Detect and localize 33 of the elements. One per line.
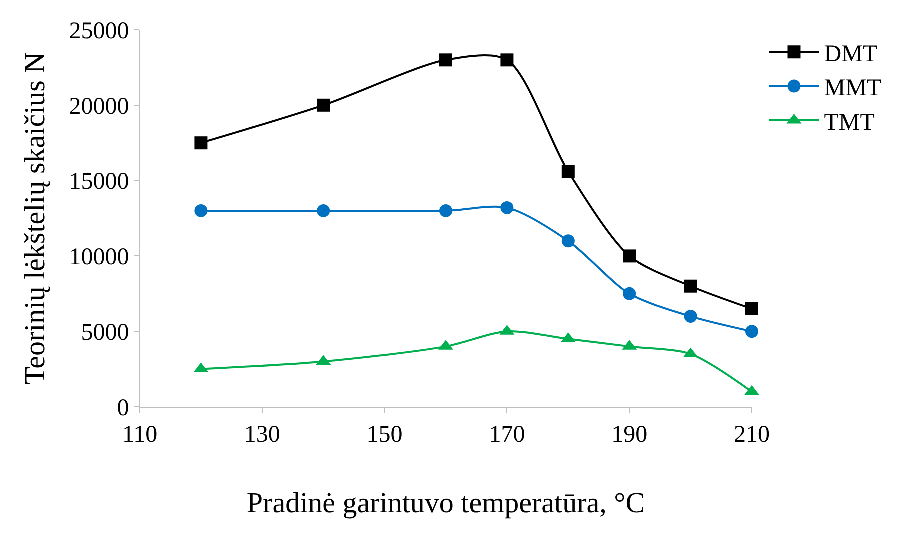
y-tick-label: 0 xyxy=(117,395,130,422)
x-tick-label: 130 xyxy=(244,422,280,448)
legend-label: MMT xyxy=(824,76,882,102)
point xyxy=(746,325,758,338)
y-tick-label: 15000 xyxy=(69,169,130,196)
point xyxy=(623,287,636,300)
legend-label: TMT xyxy=(824,110,876,136)
point xyxy=(194,136,208,150)
point xyxy=(684,310,698,324)
point xyxy=(317,98,330,112)
legend-label: DMT xyxy=(824,41,878,68)
x-tick-label: 210 xyxy=(734,422,770,448)
point xyxy=(440,54,452,67)
y-tick-label: 20000 xyxy=(69,94,130,120)
x-tick-label: 170 xyxy=(489,422,526,448)
point xyxy=(500,54,514,67)
point xyxy=(440,204,452,218)
x-axis-title: Pradinė garintuvo temperatūra, °C xyxy=(246,488,646,520)
y-axis-title: Teorinių lėkštelių skaičius N xyxy=(20,52,52,385)
point xyxy=(562,234,575,248)
x-tick-label: 110 xyxy=(122,422,158,448)
point xyxy=(562,165,575,178)
point xyxy=(317,204,330,218)
y-tick-label: 25000 xyxy=(69,18,130,44)
x-tick-label: 150 xyxy=(366,422,403,448)
y-tick-label: 10000 xyxy=(69,244,130,271)
y-tick-label: 5000 xyxy=(81,320,130,346)
point xyxy=(194,204,208,218)
x-tick-label: 190 xyxy=(612,422,648,448)
point xyxy=(684,280,698,293)
point xyxy=(623,250,636,263)
point xyxy=(746,302,758,316)
point xyxy=(500,201,514,214)
